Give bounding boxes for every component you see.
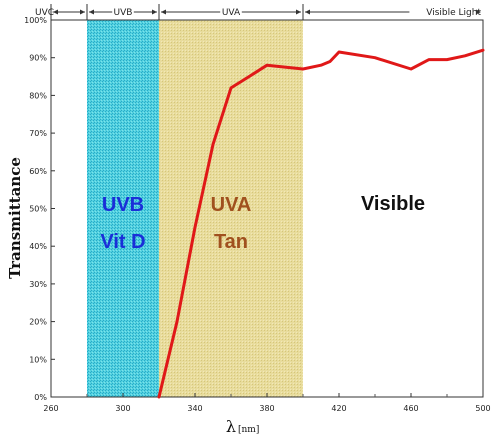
band-arrowhead [152, 9, 157, 15]
x-tick-label: 340 [187, 404, 202, 413]
band-label: UVA [222, 8, 241, 18]
vit-d-region-label: Vit D [100, 231, 145, 253]
band-arrowhead [296, 9, 301, 15]
y-tick-label: 40% [29, 242, 47, 251]
x-axis-ticks: 260 300 340 380 420 460 500 [43, 393, 491, 413]
spectrum-band-scale: UVC UVB UVA Visible Light [35, 4, 481, 20]
band-arrowhead [161, 9, 166, 15]
uvb-region-label: UVB [102, 194, 144, 216]
band-label: UVB [114, 8, 133, 18]
uva-region-label: UVA [211, 194, 252, 216]
band-arrowhead [80, 9, 85, 15]
x-axis-unit: [nm] [238, 425, 259, 435]
y-axis-label: Transmittance [6, 157, 24, 279]
x-tick-label: 380 [259, 404, 274, 413]
uva-region [159, 20, 303, 397]
band-arrowhead [476, 9, 481, 15]
y-tick-label: 60% [29, 167, 47, 176]
x-tick-label: 300 [115, 404, 130, 413]
band-label: UVC [35, 8, 54, 18]
y-tick-label: 0% [34, 393, 47, 402]
x-tick-label: 260 [43, 404, 58, 413]
band-label: Visible Light [426, 8, 481, 18]
x-axis-label: λ [226, 417, 236, 436]
y-axis-ticks: 0% 10% 20% 30% 40% 50% 60% 70% 80% 90% 100% [24, 16, 55, 402]
y-tick-label: 90% [29, 54, 47, 63]
x-tick-label: 420 [331, 404, 346, 413]
band-arrowhead [53, 9, 58, 15]
y-tick-label: 70% [29, 129, 47, 138]
x-tick-label: 460 [403, 404, 418, 413]
y-tick-label: 80% [29, 91, 47, 100]
visible-region-label: Visible [361, 193, 425, 215]
tan-region-label: Tan [214, 231, 248, 253]
band-arrowhead [305, 9, 310, 15]
y-tick-label: 20% [29, 318, 47, 327]
uvb-region [87, 20, 159, 397]
y-tick-label: 30% [29, 280, 47, 289]
band-arrowhead [89, 9, 94, 15]
transmittance-line [157, 48, 485, 399]
y-tick-label: 100% [24, 16, 47, 25]
y-tick-label: 50% [29, 205, 47, 214]
y-tick-label: 10% [29, 355, 47, 364]
x-tick-label: 500 [475, 404, 490, 413]
